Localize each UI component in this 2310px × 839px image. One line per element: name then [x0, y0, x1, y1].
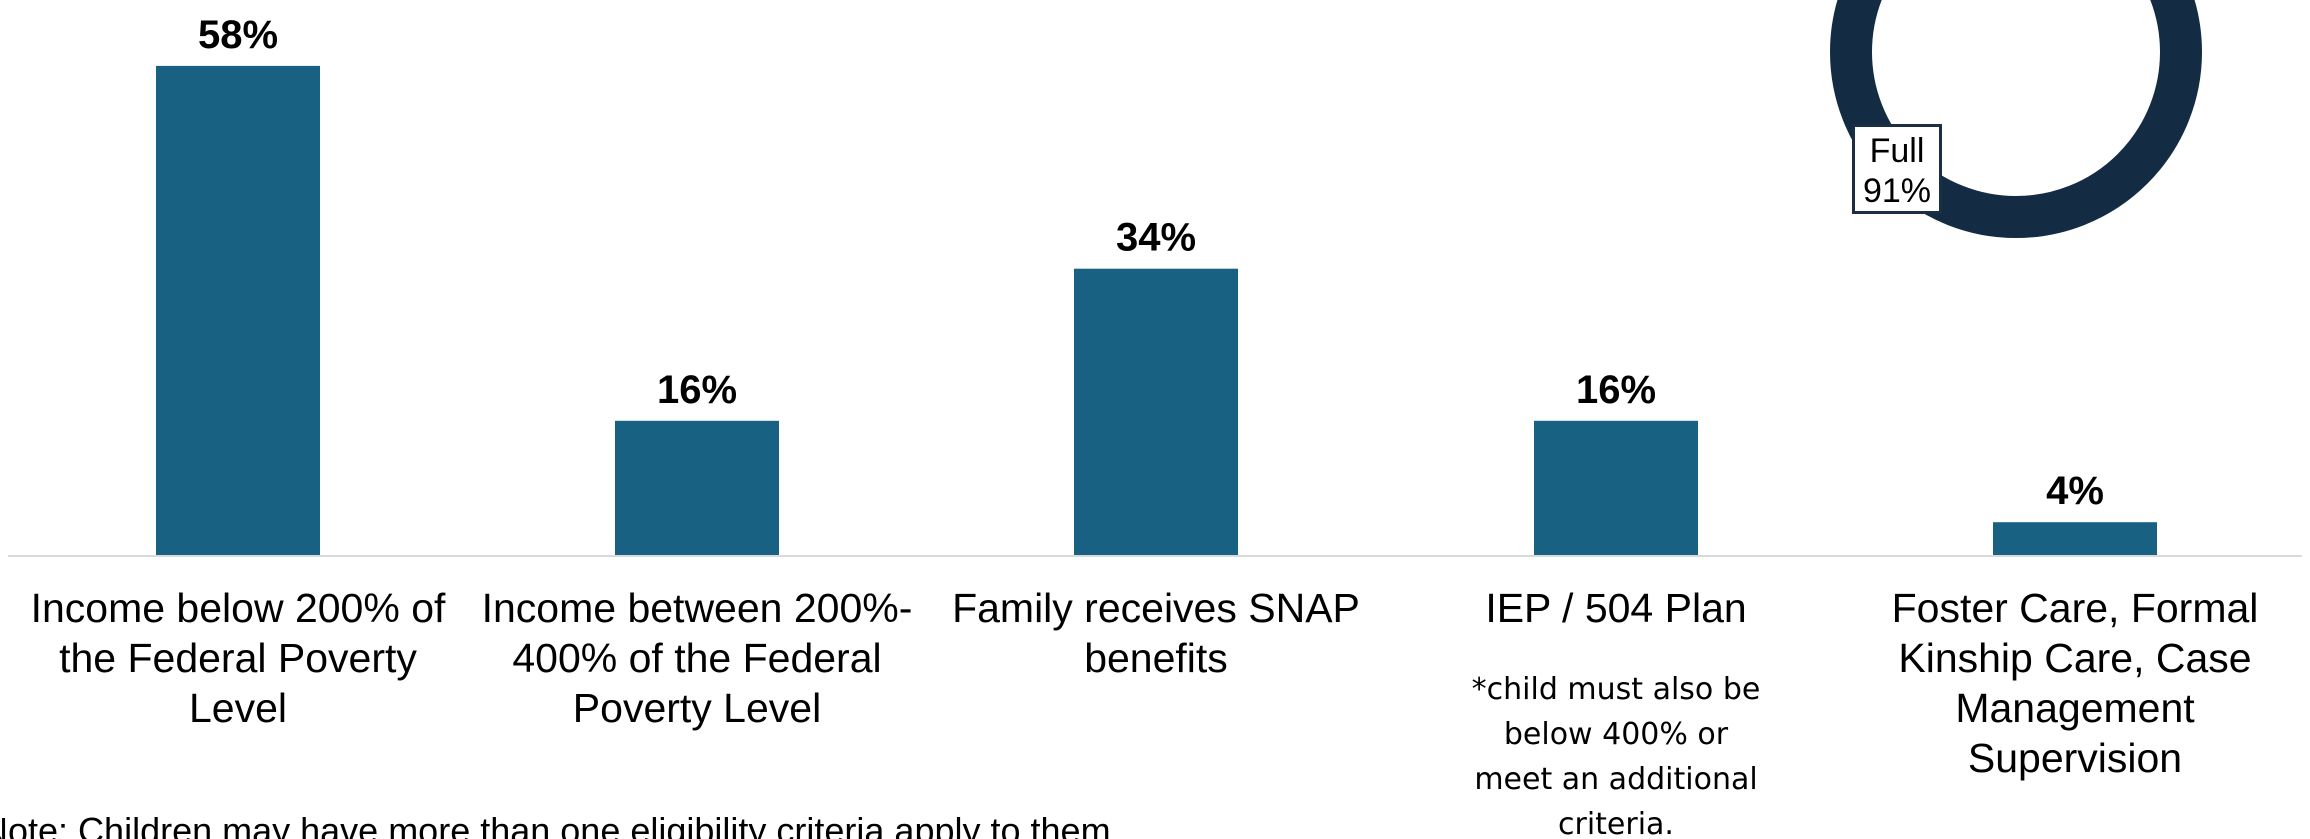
category-label-line: Family receives SNAP — [952, 585, 1360, 631]
bars-layer — [156, 65, 2157, 557]
category-label-line: the Federal Poverty — [59, 635, 417, 681]
category-label-5: Foster Care, Formal Kinship Care, Case Man… — [1840, 583, 2310, 783]
category-label-line: Income below 200% of — [30, 585, 446, 631]
bar-1 — [156, 65, 320, 557]
footnote: Note: Children may have more than one el… — [0, 810, 1121, 839]
category-label-line: 400% of the Federal — [512, 635, 882, 681]
category-label-4: IEP / 504 Plan — [1381, 583, 1851, 633]
category-label-line: Management — [1955, 685, 2195, 731]
bar-value-label-2: 16% — [657, 368, 737, 412]
category-note-line: below 400% or — [1503, 717, 1729, 752]
category-label-line: Level — [188, 685, 287, 731]
category-label-line: IEP / 504 Plan — [1485, 585, 1747, 631]
bar-value-label-4: 16% — [1576, 368, 1656, 412]
bar-3 — [1074, 268, 1238, 556]
bar-2 — [615, 420, 779, 556]
category-note: *child must also be below 400% or meet an … — [1461, 667, 1771, 839]
category-label-1: Income below 200% of the Federal Poverty L… — [3, 583, 473, 733]
category-note-line: criteria. — [1558, 807, 1674, 839]
donut-slice-label: Full 91% — [1852, 124, 1942, 214]
donut-slice-name: Full — [1869, 132, 1925, 170]
category-note-line: *child must also be — [1471, 672, 1761, 707]
category-note-line: meet an additional — [1474, 762, 1758, 797]
category-label-line: Kinship Care, Case — [1898, 635, 2252, 681]
value-labels-layer: 58% 16% 34% 16% 4% — [198, 13, 2104, 513]
bar-value-label-3: 34% — [1116, 216, 1196, 260]
bar-value-label-5: 4% — [2046, 469, 2104, 513]
bar-value-label-1: 58% — [198, 13, 278, 57]
category-label-line: benefits — [1084, 635, 1228, 681]
donut-chart — [1830, 0, 2202, 238]
category-label-3: Family receives SNAP benefits — [921, 583, 1391, 683]
category-label-line: Foster Care, Formal — [1891, 585, 2259, 631]
category-label-line: Income between 200%- — [481, 585, 913, 631]
bar-5 — [1993, 522, 2157, 556]
category-label-2: Income between 200%- 400% of the Federal P… — [462, 583, 932, 733]
donut-slice-full — [1830, 0, 2202, 238]
category-label-line: Poverty Level — [572, 685, 822, 731]
donut-slice-value: 91% — [1862, 172, 1932, 210]
bar-4 — [1534, 420, 1698, 556]
category-label-line: Supervision — [1967, 735, 2183, 781]
